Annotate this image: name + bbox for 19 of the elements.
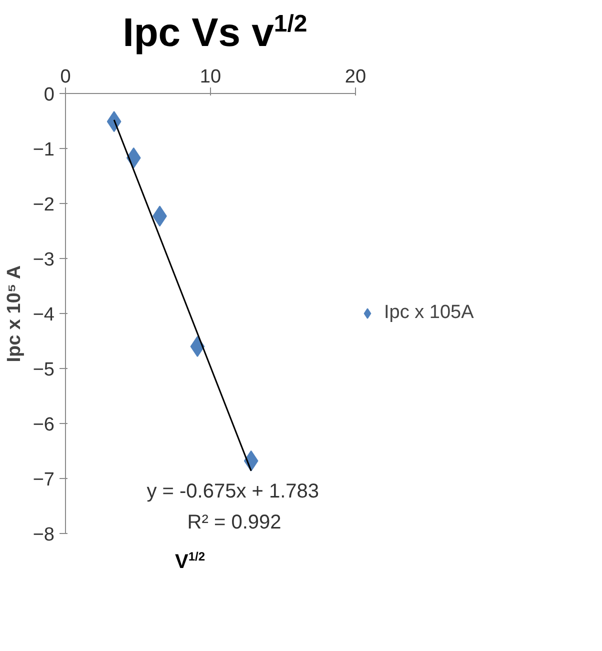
y-tick-label: −2 [32,194,55,216]
chart-title: Ipc Vs v$^{1/2}$ [122,10,308,57]
y-axis-title: Ipc x 10⁵ A [4,265,25,362]
annotation: y = -0.675x + 1.783 [146,480,320,503]
annotation: R² = 0.992 [187,512,282,534]
y-tick-label: −1 [32,140,55,160]
y-tick-label: −8 [32,524,55,546]
y-tick-label: −5 [32,360,55,380]
y-tick-label: −7 [32,470,55,490]
x-tick-label: 20 [344,66,366,88]
x-axis-title: V$^{1/2}$ [175,548,206,575]
y-tick-label: −3 [32,250,55,270]
x-tick-label: 0 [60,66,71,88]
point [190,336,205,357]
legend-label: Ipc x 105A [384,302,474,324]
x-tick-label: 10 [200,66,222,88]
y-tick-label: 0 [44,84,55,106]
y-tick-label: −4 [32,304,55,326]
y-tick-label: −6 [32,414,55,436]
